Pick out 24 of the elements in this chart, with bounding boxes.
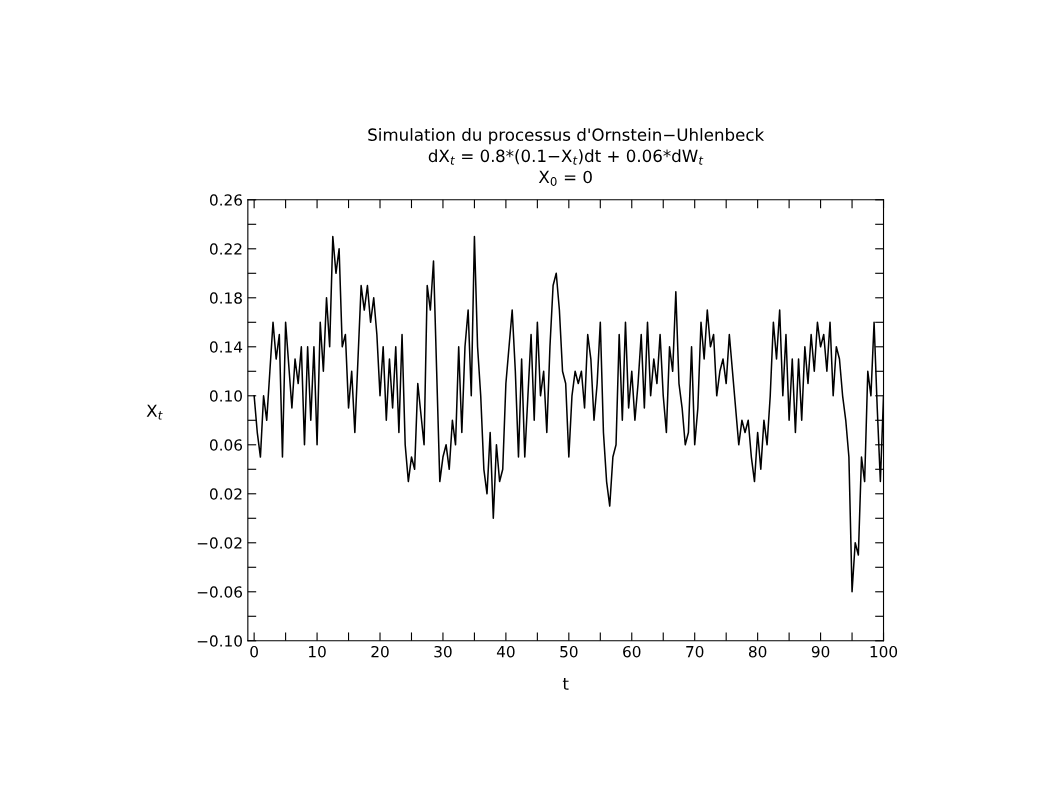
x-tick-label: 60	[623, 645, 641, 658]
y-tick-label: −0.06	[197, 586, 243, 598]
x-tick-label: 100	[870, 645, 898, 658]
x-tick-label: 0	[250, 645, 258, 658]
y-tick-label: 0.14	[209, 341, 243, 353]
y-tick-label: 0.02	[209, 488, 242, 500]
y-tick-label: 0.18	[209, 292, 242, 304]
y-tick-label: −0.10	[197, 635, 242, 647]
x-tick-label: 30	[434, 645, 452, 658]
y-tick-label: −0.02	[197, 537, 242, 549]
y-axis-title: X$_{t}$	[146, 404, 163, 420]
x-axis-title: t	[562, 678, 569, 690]
x-tick-label: 40	[496, 645, 515, 658]
x-tick-label: 10	[309, 645, 326, 658]
x-tick-label: 50	[560, 645, 578, 658]
y-tick-label: 0.22	[209, 243, 242, 255]
x-tick-label: 90	[811, 645, 830, 658]
y-tick-label: 0.10	[209, 390, 242, 402]
x-tick-label: 20	[371, 645, 389, 658]
x-tick-label: 70	[686, 645, 704, 658]
y-tick-label: 0.06	[209, 439, 243, 451]
chart-title: Simulation du processus d'Ornstein−Uhlenbeck dX$_{t}$ = 0.8*(0.1−X$_{t}$)dt + 0.06*dW$_{t}$ X$_{0}$ = 0	[368, 128, 765, 186]
x-tick-label: 80	[748, 645, 767, 658]
y-tick-label: 0.26	[209, 194, 243, 206]
